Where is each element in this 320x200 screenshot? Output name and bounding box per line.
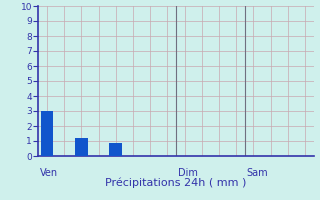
Bar (75, 138, 88, 156)
Text: Sam: Sam (246, 168, 268, 178)
X-axis label: Précipitations 24h ( mm ): Précipitations 24h ( mm ) (105, 178, 247, 188)
Text: Dim: Dim (178, 168, 197, 178)
Text: Ven: Ven (40, 168, 58, 178)
Bar (41, 111, 53, 156)
Bar (109, 142, 122, 156)
